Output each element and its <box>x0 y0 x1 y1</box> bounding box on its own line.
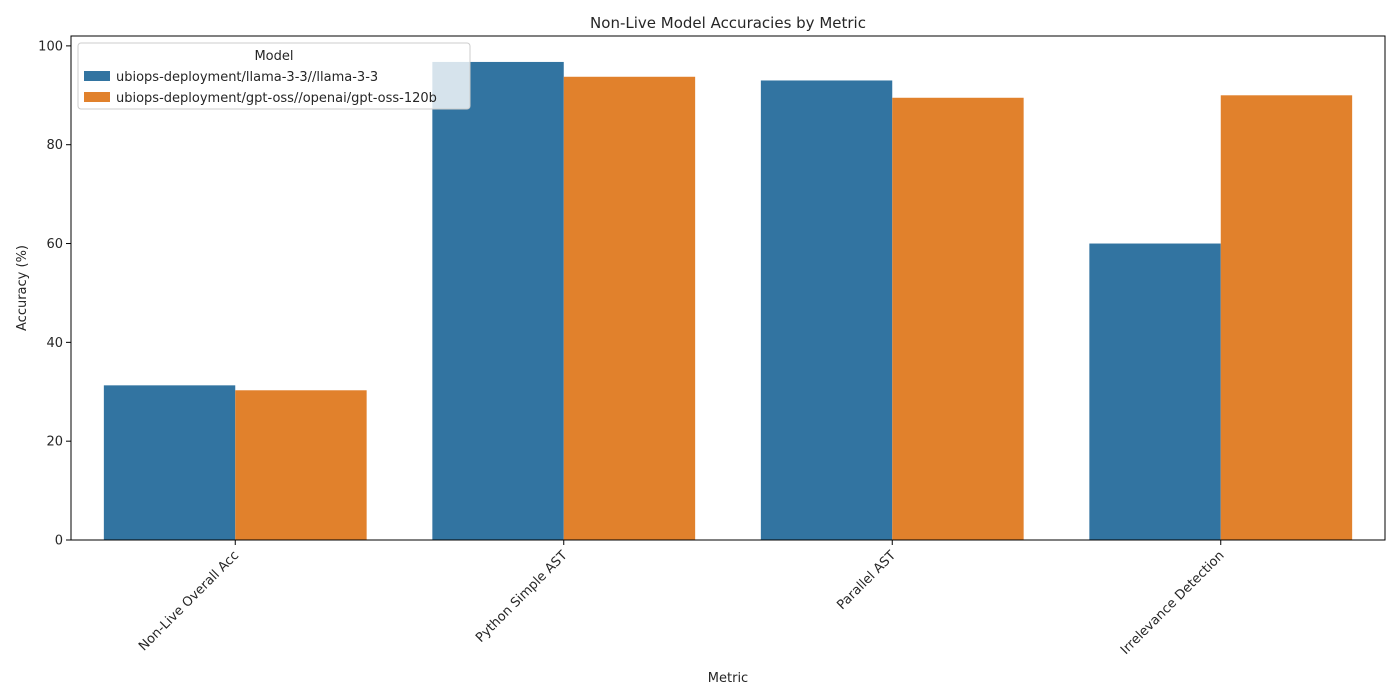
legend-entry-label: ubiops-deployment/llama-3-3//llama-3-3 <box>116 70 378 85</box>
bar-series-2-irrelevance-detection <box>1220 95 1353 540</box>
bar-series-2-parallel-ast <box>892 97 1024 540</box>
y-tick-label: 100 <box>38 39 63 54</box>
bar-series-1-irrelevance-detection <box>1089 243 1221 540</box>
y-tick-label: 0 <box>55 534 63 549</box>
x-axis-label: Metric <box>708 671 748 686</box>
x-tick-label: Non-Live Overall Acc <box>136 548 242 654</box>
legend-swatch <box>84 92 110 102</box>
bar-series-1-parallel-ast <box>760 80 893 541</box>
bar-series-2-python-simple-ast <box>563 76 696 540</box>
y-tick-label: 80 <box>46 138 63 153</box>
y-tick-label: 60 <box>46 237 63 252</box>
bar-series-1-non-live-overall-acc <box>103 385 236 540</box>
legend-box <box>77 42 471 110</box>
bar-series-1-python-simple-ast <box>432 61 564 541</box>
x-tick-label: Parallel AST <box>834 548 899 613</box>
x-tick-label: Python Simple AST <box>473 548 570 645</box>
legend: Model ubiops-deployment/llama-3-3//llama… <box>77 42 471 110</box>
legend-entry-label: ubiops-deployment/gpt-oss//openai/gpt-os… <box>116 91 437 106</box>
x-tick-label: Irrelevance Detection <box>1118 548 1228 658</box>
y-tick-label: 40 <box>46 336 63 351</box>
plot-frame <box>70 35 1386 541</box>
y-axis-label: Accuracy (%) <box>15 245 30 331</box>
chart-title: Non-Live Model Accuracies by Metric <box>590 14 866 32</box>
y-axis: 0 20 40 60 80 100 <box>38 39 71 549</box>
x-axis: Non-Live Overall Acc Python Simple AST Par… <box>136 540 1228 658</box>
bars-group <box>103 61 1353 541</box>
legend-swatch <box>84 71 110 81</box>
y-tick-label: 20 <box>46 435 63 450</box>
bar-series-2-non-live-overall-acc <box>235 390 367 540</box>
legend-title: Model <box>254 49 293 64</box>
